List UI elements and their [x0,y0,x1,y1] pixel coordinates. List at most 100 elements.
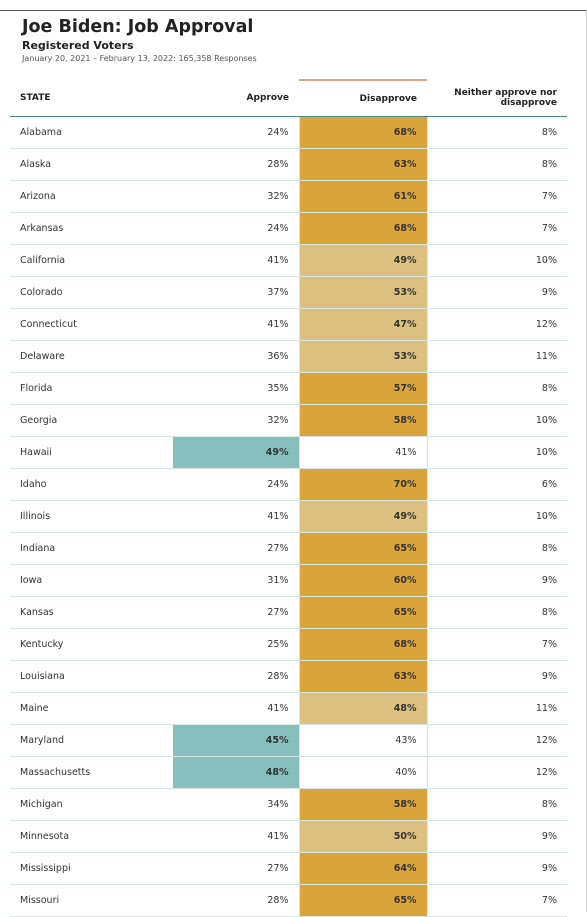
table-row: Delaware 36% 53% 11% [10,340,567,373]
cell-state: Georgia [10,404,173,437]
cell-approve: 24% [173,116,299,149]
table-row: Alaska 28% 63% 8% [10,148,567,181]
column-header-approve[interactable]: Approve [173,80,299,117]
table-header-row: STATE Approve Disapprove Neither approve… [10,79,567,117]
cell-neither: 9% [426,852,567,885]
cell-neither: 8% [426,788,567,821]
cell-neither: 8% [426,148,567,181]
cell-disapprove: 48% [298,692,427,725]
table-row: Arizona 32% 61% 7% [10,180,567,213]
cell-disapprove: 65% [298,532,427,565]
table-row: Hawaii 49% 41% 10% [10,436,567,469]
table-row: Kentucky 25% 68% 7% [10,628,567,661]
cell-approve: 48% [173,756,299,789]
cell-neither: 11% [426,692,567,725]
cell-neither: 8% [426,532,567,565]
table-row: Mississippi 27% 64% 9% [10,852,567,885]
cell-state: Alaska [10,148,173,181]
cell-approve: 41% [173,308,299,341]
cell-disapprove: 63% [298,148,427,181]
cell-approve: 32% [173,180,299,213]
cell-approve: 41% [173,244,299,277]
cell-neither: 10% [426,500,567,533]
cell-state: Hawaii [10,436,173,469]
cell-approve: 28% [173,660,299,693]
cell-state: Arkansas [10,212,173,245]
cell-disapprove: 40% [298,756,427,789]
cell-disapprove: 53% [298,340,427,373]
cell-neither: 8% [426,596,567,629]
cell-approve: 35% [173,372,299,405]
cell-neither: 12% [426,724,567,757]
table-row: Colorado 37% 53% 9% [10,276,567,309]
table-row: Massachusetts 48% 40% 12% [10,756,567,789]
cell-neither: 7% [426,212,567,245]
cell-state: Michigan [10,788,173,821]
cell-approve: 41% [173,692,299,725]
cell-approve: 41% [173,820,299,853]
cell-neither: 11% [426,340,567,373]
table-row: Arkansas 24% 68% 7% [10,212,567,245]
cell-disapprove: 57% [298,372,427,405]
chart-subtitle: Registered Voters [22,39,134,52]
cell-approve: 27% [173,532,299,565]
approval-table: STATE Approve Disapprove Neither approve… [10,79,567,917]
cell-disapprove: 60% [298,564,427,597]
cell-state: Idaho [10,468,173,501]
cell-state: Alabama [10,116,173,149]
column-header-disapprove[interactable]: Disapprove [299,79,427,117]
cell-state: Kansas [10,596,173,629]
cell-approve: 24% [173,468,299,501]
cell-state: Illinois [10,500,173,533]
cell-disapprove: 41% [298,436,427,469]
table-row: Georgia 32% 58% 10% [10,404,567,437]
cell-state: Connecticut [10,308,173,341]
cell-neither: 10% [426,404,567,437]
cell-state: Florida [10,372,173,405]
cell-neither: 10% [426,244,567,277]
cell-approve: 24% [173,212,299,245]
table-row: Idaho 24% 70% 6% [10,468,567,501]
cell-approve: 37% [173,276,299,309]
table-row: Alabama 24% 68% 8% [10,116,567,149]
table-row: Minnesota 41% 50% 9% [10,820,567,853]
cell-approve: 36% [173,340,299,373]
cell-neither: 9% [426,564,567,597]
cell-state: Minnesota [10,820,173,853]
cell-neither: 7% [426,628,567,661]
cell-state: Arizona [10,180,173,213]
cell-disapprove: 65% [298,596,427,629]
cell-state: Maryland [10,724,173,757]
cell-neither: 10% [426,436,567,469]
cell-disapprove: 53% [298,276,427,309]
top-border [0,10,587,11]
cell-approve: 31% [173,564,299,597]
cell-approve: 49% [173,436,299,469]
cell-neither: 9% [426,660,567,693]
cell-state: Louisiana [10,660,173,693]
cell-neither: 12% [426,756,567,789]
table-row: Illinois 41% 49% 10% [10,500,567,533]
cell-neither: 12% [426,308,567,341]
table-row: Kansas 27% 65% 8% [10,596,567,629]
cell-disapprove: 50% [298,820,427,853]
cell-disapprove: 61% [298,180,427,213]
cell-state: Indiana [10,532,173,565]
cell-disapprove: 47% [298,308,427,341]
cell-disapprove: 68% [298,628,427,661]
column-header-state[interactable]: STATE [10,80,173,117]
column-header-neither[interactable]: Neither approve nor disapprove [427,80,567,117]
cell-disapprove: 64% [298,852,427,885]
chart-header: Joe Biden: Job Approval Registered Voter… [22,16,257,65]
cell-neither: 8% [426,116,567,149]
cell-state: Maine [10,692,173,725]
cell-state: Massachusetts [10,756,173,789]
table-row: Maine 41% 48% 11% [10,692,567,725]
table-row: Connecticut 41% 47% 12% [10,308,567,341]
cell-state: Iowa [10,564,173,597]
cell-disapprove: 43% [298,724,427,757]
cell-approve: 27% [173,596,299,629]
table-row: Iowa 31% 60% 9% [10,564,567,597]
cell-disapprove: 58% [298,788,427,821]
cell-approve: 41% [173,500,299,533]
